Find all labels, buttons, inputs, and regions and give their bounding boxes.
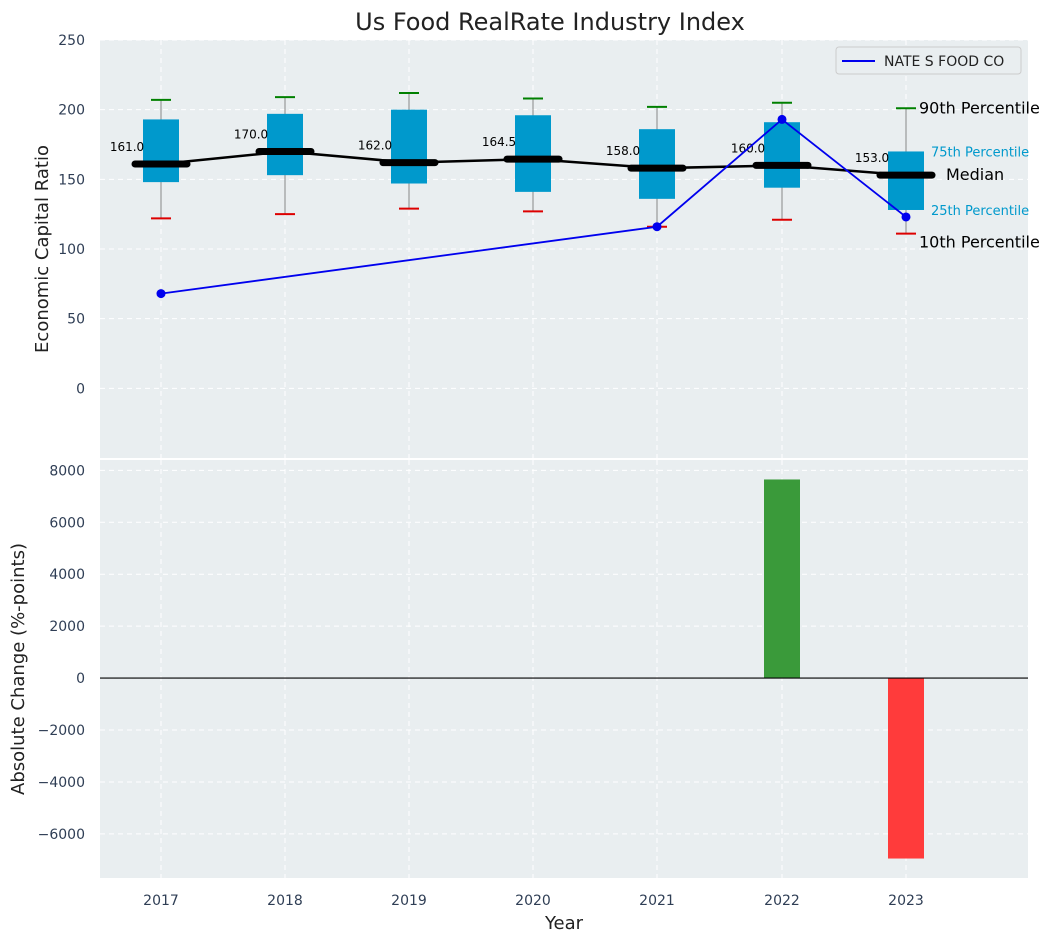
x-tick-label: 2021 xyxy=(639,893,675,909)
top-y-tick-label: 200 xyxy=(58,103,85,119)
median-trend-line xyxy=(160,150,907,177)
bottom-plot-area xyxy=(100,460,1028,878)
change-bar xyxy=(888,678,924,859)
median-value-label: 158.0 xyxy=(606,144,640,158)
legend-box xyxy=(835,46,1022,75)
bottom-y-tick-label: −2000 xyxy=(38,723,85,739)
x-ticks: 2017 2018 2019 2020 2021 2022 2023 xyxy=(143,893,924,909)
top-y-axis-label: Economic Capital Ratio xyxy=(32,145,53,353)
bottom-y-tick-label: 2000 xyxy=(49,619,85,635)
x-tick-label: 2018 xyxy=(267,893,303,909)
median-value-label: 161.0 xyxy=(110,140,144,154)
bottom-y-axis-label: Absolute Change (%-points) xyxy=(8,543,29,795)
bottom-y-ticks: −6000 −4000 −2000 0 2000 4000 6000 8000 xyxy=(38,463,85,842)
top-y-ticks: 0 50 100 150 200 250 xyxy=(58,33,85,397)
iqr-box xyxy=(143,119,179,183)
bottom-y-tick-label: 8000 xyxy=(49,463,85,479)
median-value-label: 164.5 xyxy=(482,135,516,149)
legend-label: NATE S FOOD CO xyxy=(884,54,1004,70)
bottom-y-tick-label: 6000 xyxy=(49,515,85,531)
top-y-tick-label: 50 xyxy=(67,312,85,328)
median-value-label: 162.0 xyxy=(358,139,392,153)
series-line xyxy=(160,118,907,295)
percentile-labels: 90th Percentile 75th Percentile Median 25th… xyxy=(919,98,1040,251)
top-gridlines xyxy=(100,39,1028,458)
bottom-y-tick-label: −6000 xyxy=(38,827,85,843)
series-point xyxy=(777,114,787,124)
p90-annotation: 90th Percentile xyxy=(919,98,1040,117)
iqr-box xyxy=(888,151,924,210)
x-axis-label: Year xyxy=(544,913,584,934)
series-point xyxy=(652,222,662,232)
legend: NATE S FOOD CO xyxy=(835,46,1022,75)
iqr-box xyxy=(639,129,675,199)
change-bars xyxy=(100,479,1028,859)
bottom-y-tick-label: −4000 xyxy=(38,775,85,791)
series-point xyxy=(156,289,166,299)
top-y-tick-label: 250 xyxy=(58,33,85,49)
bottom-y-tick-label: 0 xyxy=(76,671,85,687)
x-tick-label: 2020 xyxy=(515,893,551,909)
median-trend xyxy=(160,150,907,177)
series-point xyxy=(901,212,911,222)
median-value-label: 153.0 xyxy=(855,151,889,165)
median-value-label: 170.0 xyxy=(234,127,268,141)
x-tick-label: 2023 xyxy=(888,893,924,909)
top-y-tick-label: 0 xyxy=(76,381,85,397)
bottom-y-tick-label: 4000 xyxy=(49,567,85,583)
change-bar xyxy=(764,479,800,679)
iqr-box xyxy=(515,115,551,192)
company-series xyxy=(156,114,911,299)
chart-title: Us Food RealRate Industry Index xyxy=(355,8,745,36)
x-tick-label: 2017 xyxy=(143,893,179,909)
top-y-tick-label: 100 xyxy=(58,242,85,258)
p10-annotation: 10th Percentile xyxy=(919,233,1040,252)
top-y-tick-label: 150 xyxy=(58,172,85,188)
p75-annotation: 75th Percentile xyxy=(931,145,1029,160)
iqr-box xyxy=(391,109,427,184)
x-tick-label: 2019 xyxy=(391,893,427,909)
median-annotation: Median xyxy=(946,165,1004,184)
iqr-box xyxy=(267,113,303,176)
x-tick-label: 2022 xyxy=(764,893,800,909)
iqr-box xyxy=(764,122,800,188)
p25-annotation: 25th Percentile xyxy=(931,204,1029,219)
